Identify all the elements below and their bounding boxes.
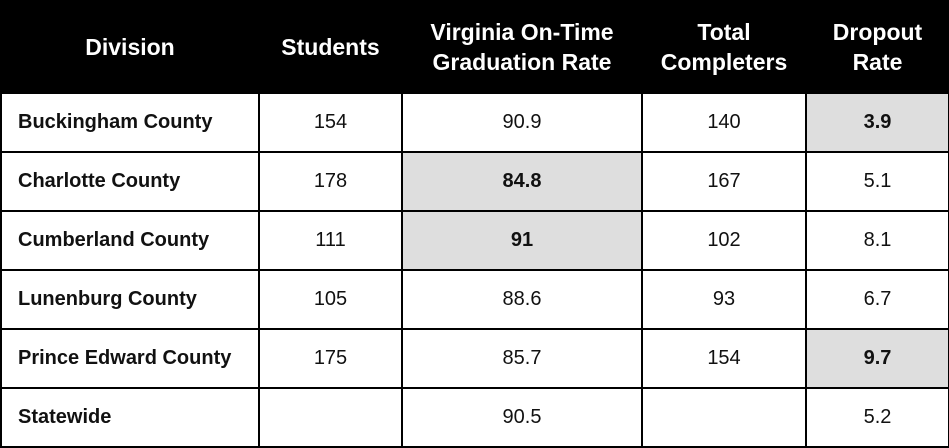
grad-rate-cell: 90.9	[401, 92, 643, 153]
dropout-cell: 5.1	[805, 151, 949, 212]
table-row: Buckingham County 154 90.9 140 3.9	[0, 92, 949, 153]
header-graduation-rate: Virginia On-Time Graduation Rate	[401, 0, 643, 94]
completers-cell: 93	[641, 269, 807, 330]
students-cell: 178	[258, 151, 403, 212]
grad-rate-cell: 85.7	[401, 328, 643, 389]
header-total-completers: Total Completers	[641, 0, 807, 94]
completers-cell	[641, 387, 807, 448]
completers-cell: 154	[641, 328, 807, 389]
header-row: Division Students Virginia On-Time Gradu…	[0, 0, 949, 94]
table-row: Prince Edward County 175 85.7 154 9.7	[0, 328, 949, 389]
grad-rate-cell: 90.5	[401, 387, 643, 448]
table-row: Lunenburg County 105 88.6 93 6.7	[0, 269, 949, 330]
division-cell: Statewide	[0, 387, 260, 448]
header-dropout-rate: Dropout Rate	[805, 0, 949, 94]
division-cell: Buckingham County	[0, 92, 260, 153]
division-cell: Charlotte County	[0, 151, 260, 212]
grad-rate-cell: 91	[401, 210, 643, 271]
division-cell: Cumberland County	[0, 210, 260, 271]
table-row: Charlotte County 178 84.8 167 5.1	[0, 151, 949, 212]
table-header: Division Students Virginia On-Time Gradu…	[0, 0, 949, 94]
completers-cell: 102	[641, 210, 807, 271]
division-cell: Lunenburg County	[0, 269, 260, 330]
grad-rate-cell: 84.8	[401, 151, 643, 212]
dropout-cell: 3.9	[805, 92, 949, 153]
dropout-cell: 6.7	[805, 269, 949, 330]
dropout-cell: 8.1	[805, 210, 949, 271]
table-row-statewide: Statewide 90.5 5.2	[0, 387, 949, 448]
division-cell: Prince Edward County	[0, 328, 260, 389]
students-cell	[258, 387, 403, 448]
header-division: Division	[0, 0, 260, 94]
dropout-cell: 9.7	[805, 328, 949, 389]
header-students: Students	[258, 0, 403, 94]
students-cell: 175	[258, 328, 403, 389]
completers-cell: 167	[641, 151, 807, 212]
grad-rate-cell: 88.6	[401, 269, 643, 330]
completers-cell: 140	[641, 92, 807, 153]
table-body: Buckingham County 154 90.9 140 3.9 Charl…	[0, 92, 949, 448]
students-cell: 105	[258, 269, 403, 330]
students-cell: 111	[258, 210, 403, 271]
table-row: Cumberland County 111 91 102 8.1	[0, 210, 949, 271]
dropout-cell: 5.2	[805, 387, 949, 448]
students-cell: 154	[258, 92, 403, 153]
